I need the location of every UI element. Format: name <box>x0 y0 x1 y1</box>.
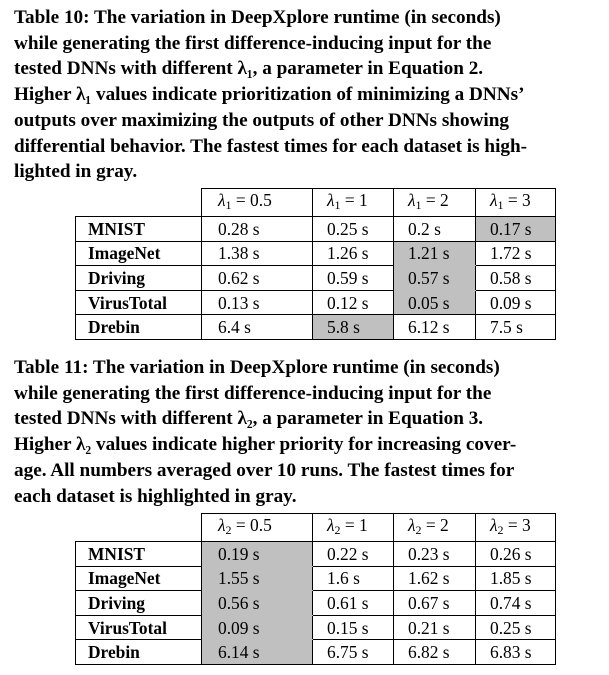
table-11: λ2 = 0.5 λ2 = 1 λ2 = 2 λ2 = 3 MNIST 0.19… <box>75 513 556 665</box>
value-cell-highlighted: 0.09 s <box>201 614 313 641</box>
value-cell: 0.13 s <box>201 289 313 316</box>
value-cell: 0.22 s <box>312 541 394 567</box>
row-label: Drebin <box>75 639 202 665</box>
header-lambda2-2: λ2 = 2 <box>393 513 476 542</box>
value-cell: 0.67 s <box>393 590 476 616</box>
caption-line: age. All numbers averaged over 10 runs. … <box>14 459 515 481</box>
caption-line: Higher λ₂ values indicate higher priorit… <box>14 434 517 456</box>
table-row: Drebin 6.14 s 6.75 s 6.82 s 6.83 s <box>75 639 556 665</box>
header-lambda1-0.5: λ1 = 0.5 <box>201 188 313 217</box>
table-row: VirusTotal 0.13 s 0.12 s 0.05 s 0.09 s <box>75 289 556 316</box>
row-label: VirusTotal <box>75 614 202 641</box>
corner-cell <box>75 188 202 217</box>
header-lambda1-1: λ1 = 1 <box>312 188 394 217</box>
value-cell: 1.85 s <box>475 565 556 592</box>
header-lambda2-3: λ2 = 3 <box>475 513 556 542</box>
row-label: Driving <box>75 590 202 616</box>
value-cell-highlighted: 0.17 s <box>475 216 556 242</box>
caption-line: Higher λ₁ values indicate prioritization… <box>14 84 525 106</box>
caption-line: each dataset is highlighted in gray. <box>14 485 297 507</box>
value-cell-highlighted: 5.8 s <box>312 314 394 340</box>
value-cell: 0.61 s <box>312 590 394 616</box>
caption-line: differential behavior. The fastest times… <box>14 135 528 157</box>
value-cell: 0.2 s <box>393 216 476 242</box>
value-cell: 1.26 s <box>312 240 394 267</box>
table-row: ImageNet 1.55 s 1.6 s 1.62 s 1.85 s <box>75 565 556 592</box>
value-cell: 0.23 s <box>393 541 476 567</box>
value-cell: 0.74 s <box>475 590 556 616</box>
value-cell: 0.15 s <box>312 614 394 641</box>
value-cell: 1.62 s <box>393 565 476 592</box>
value-cell-highlighted: 0.57 s <box>393 265 476 291</box>
header-lambda1-2: λ1 = 2 <box>393 188 476 217</box>
value-cell-highlighted: 6.14 s <box>201 639 313 665</box>
value-cell: 0.58 s <box>475 265 556 291</box>
table-row: Driving 0.62 s 0.59 s 0.57 s 0.58 s <box>75 265 556 291</box>
row-label: ImageNet <box>75 565 202 592</box>
table-row: ImageNet 1.38 s 1.26 s 1.21 s 1.72 s <box>75 240 556 267</box>
caption-line: Table 11: The variation in DeepXplore ru… <box>14 357 500 378</box>
value-cell: 7.5 s <box>475 314 556 340</box>
value-cell: 0.25 s <box>475 614 556 641</box>
table-10: λ1 = 0.5 λ1 = 1 λ1 = 2 λ1 = 3 MNIST 0.28… <box>75 188 556 340</box>
table-row: MNIST 0.28 s 0.25 s 0.2 s 0.17 s <box>75 216 556 242</box>
value-cell: 1.6 s <box>312 565 394 592</box>
value-cell: 6.83 s <box>475 639 556 665</box>
caption-line: while generating the first difference-in… <box>14 382 492 404</box>
value-cell: 1.72 s <box>475 240 556 267</box>
value-cell-highlighted: 0.56 s <box>201 590 313 616</box>
row-label: MNIST <box>75 541 202 567</box>
value-cell: 0.62 s <box>201 265 313 291</box>
caption-line: tested DNNs with different λ₂, a paramet… <box>14 408 484 430</box>
value-cell: 6.4 s <box>201 314 313 340</box>
row-label: Driving <box>75 265 202 291</box>
table-10-caption: Table 10: The variation in DeepXplore ru… <box>14 5 588 185</box>
table-row: Drebin 6.4 s 5.8 s 6.12 s 7.5 s <box>75 314 556 340</box>
caption-line: Table 10: The variation in DeepXplore ru… <box>14 7 501 28</box>
row-label: MNIST <box>75 216 202 242</box>
value-cell: 6.75 s <box>312 639 394 665</box>
table-row: VirusTotal 0.09 s 0.15 s 0.21 s 0.25 s <box>75 614 556 641</box>
header-lambda2-1: λ2 = 1 <box>312 513 394 542</box>
row-label: Drebin <box>75 314 202 340</box>
header-lambda2-0.5: λ2 = 0.5 <box>201 513 313 542</box>
value-cell: 6.82 s <box>393 639 476 665</box>
value-cell: 0.25 s <box>312 216 394 242</box>
value-cell: 1.38 s <box>201 240 313 267</box>
value-cell-highlighted: 1.55 s <box>201 565 313 592</box>
header-lambda1-3: λ1 = 3 <box>475 188 556 217</box>
value-cell-highlighted: 1.21 s <box>393 240 476 267</box>
row-label: ImageNet <box>75 240 202 267</box>
value-cell: 0.26 s <box>475 541 556 567</box>
value-cell: 6.12 s <box>393 314 476 340</box>
value-cell: 0.09 s <box>475 289 556 316</box>
value-cell-highlighted: 0.05 s <box>393 289 476 316</box>
caption-line: outputs over maximizing the outputs of o… <box>14 109 510 131</box>
value-cell: 0.21 s <box>393 614 476 641</box>
caption-line: lighted in gray. <box>14 161 138 183</box>
caption-line: tested DNNs with different λ₁, a paramet… <box>14 58 484 80</box>
value-cell: 0.12 s <box>312 289 394 316</box>
value-cell-highlighted: 0.19 s <box>201 541 313 567</box>
table-11-caption: Table 11: The variation in DeepXplore ru… <box>14 355 588 509</box>
row-label: VirusTotal <box>75 289 202 316</box>
table-header-row: λ1 = 0.5 λ1 = 1 λ1 = 2 λ1 = 3 <box>75 188 556 217</box>
corner-cell <box>75 513 202 542</box>
value-cell: 0.28 s <box>201 216 313 242</box>
value-cell: 0.59 s <box>312 265 394 291</box>
caption-line: while generating the first difference-in… <box>14 32 492 54</box>
table-row: Driving 0.56 s 0.61 s 0.67 s 0.74 s <box>75 590 556 616</box>
table-header-row: λ2 = 0.5 λ2 = 1 λ2 = 2 λ2 = 3 <box>75 513 556 542</box>
table-row: MNIST 0.19 s 0.22 s 0.23 s 0.26 s <box>75 541 556 567</box>
